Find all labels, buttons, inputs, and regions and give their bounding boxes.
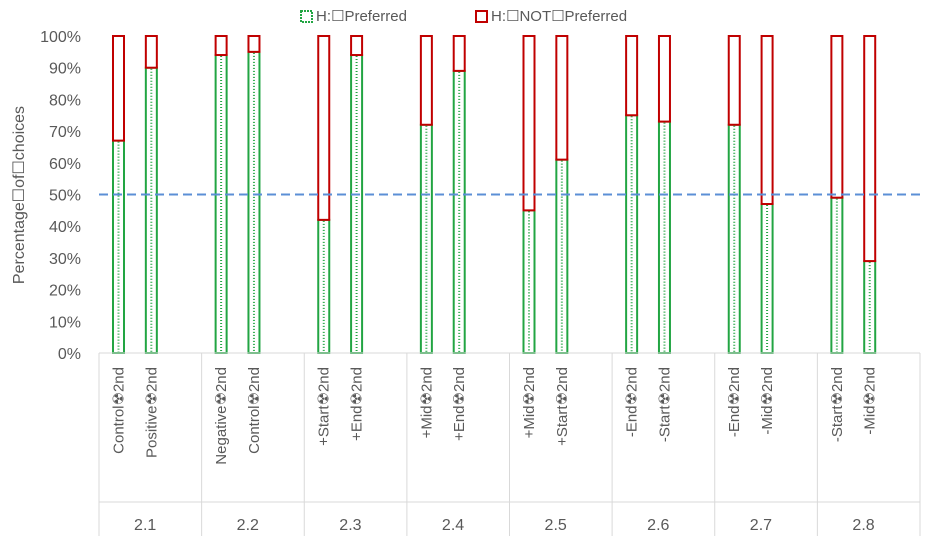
bar-preferred <box>555 158 569 354</box>
group-label: 2.2 <box>237 517 259 534</box>
group-label: 2.5 <box>545 517 567 534</box>
group-label: 2.1 <box>134 517 156 534</box>
legend: H:☐Preferred H:☐NOT☐Preferred <box>300 8 627 25</box>
bar-not-preferred <box>863 35 877 263</box>
y-tick-label: 80% <box>49 92 81 109</box>
bar-not-preferred <box>350 35 364 57</box>
bar-not-preferred <box>657 35 671 123</box>
group-label: 2.3 <box>339 517 361 534</box>
x-tick-label: Control☢2nd <box>110 367 127 454</box>
legend-label-not-preferred: H:☐NOT☐Preferred <box>491 8 627 25</box>
bar-not-preferred <box>555 35 569 161</box>
y-tick-label: 70% <box>49 124 81 141</box>
x-tick-label: -Start☢2nd <box>829 367 846 442</box>
bar-not-preferred <box>760 35 774 206</box>
x-tick-label: Negative☢2nd <box>213 367 230 465</box>
bar-preferred <box>247 50 261 354</box>
legend-label-preferred: H:☐Preferred <box>316 8 407 25</box>
x-tick-label: -Mid☢2nd <box>759 367 776 435</box>
y-tick-label: 40% <box>49 219 81 236</box>
x-tick-label: +Mid☢2nd <box>521 367 538 438</box>
x-tick-label: +Mid☢2nd <box>418 367 435 438</box>
y-axis-label: Percentage☐of☐choices <box>11 106 28 284</box>
group-label: 2.4 <box>442 517 464 534</box>
x-tick-label: Control☢2nd <box>246 367 263 454</box>
y-tick-label: 50% <box>49 188 81 205</box>
x-tick-label: -End☢2nd <box>624 367 641 437</box>
bar-not-preferred <box>419 35 433 126</box>
y-tick-label: 30% <box>49 251 81 268</box>
group-label: 2.7 <box>750 517 772 534</box>
y-tick-label: 90% <box>49 61 81 78</box>
y-tick-label: 10% <box>49 314 81 331</box>
bar-not-preferred <box>522 35 536 212</box>
bar-not-preferred <box>214 35 228 57</box>
bar-not-preferred <box>830 35 844 199</box>
group-label: 2.8 <box>852 517 874 534</box>
y-tick-label: 0% <box>58 346 81 363</box>
bar-not-preferred <box>144 35 158 69</box>
x-tick-label: +End☢2nd <box>451 367 468 441</box>
y-tick-label: 60% <box>49 156 81 173</box>
x-axis: Control☢2nd Positive☢2nd Negative☢2nd Contr… <box>98 352 921 536</box>
x-tick-label: +End☢2nd <box>349 367 366 441</box>
legend-swatch-preferred <box>300 10 313 23</box>
legend-swatch-not-preferred <box>475 10 488 23</box>
bar-not-preferred <box>111 35 125 142</box>
x-tick-label: +Start☢2nd <box>316 367 333 446</box>
x-tick-label: Positive☢2nd <box>143 367 160 458</box>
x-tick-label: -Mid☢2nd <box>862 367 879 435</box>
bar-preferred <box>452 69 466 355</box>
bar-not-preferred <box>317 35 331 221</box>
y-axis-ticks: 0% 10% 20% 30% 40% 50% 60% 70% 80% 90% 100% <box>40 29 81 363</box>
x-tick-label: -End☢2nd <box>726 367 743 437</box>
bar-not-preferred <box>625 35 639 117</box>
bar-not-preferred <box>247 35 261 53</box>
y-tick-label: 20% <box>49 283 81 300</box>
x-tick-label: -Start☢2nd <box>656 367 673 442</box>
y-tick-label: 100% <box>40 29 81 46</box>
bar-preferred <box>830 196 844 354</box>
bar-not-preferred <box>727 35 741 126</box>
x-tick-label: +Start☢2nd <box>554 367 571 446</box>
group-label: 2.6 <box>647 517 669 534</box>
bar-not-preferred <box>452 35 466 72</box>
